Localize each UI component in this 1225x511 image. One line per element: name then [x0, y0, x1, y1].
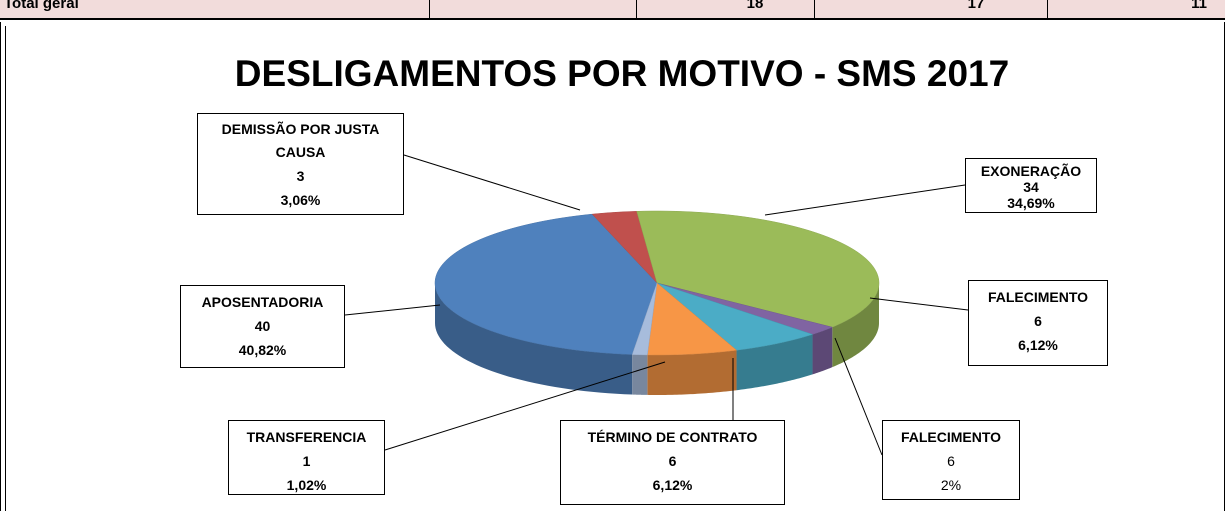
leader-line: [869, 297, 969, 311]
data-label: DEMISSÃO POR JUSTA CAUSA 3 3,06%: [197, 113, 404, 215]
pie-slice: [647, 282, 738, 356]
pie-slice: [636, 210, 880, 328]
pie-side: [647, 350, 737, 395]
cell: [430, 0, 637, 18]
cell: 11: [1191, 0, 1207, 12]
leader-line: [834, 337, 883, 456]
label-percent: 6,12%: [652, 477, 693, 493]
label-count: 1: [302, 453, 311, 469]
row-label: Total geral: [0, 0, 430, 18]
label-count: 6: [668, 453, 677, 469]
label-percent: 2%: [940, 477, 962, 493]
label-category: FALECIMENTO: [900, 429, 1002, 445]
label-count: 6: [1034, 313, 1042, 329]
label-percent: 3,06%: [280, 192, 321, 208]
chart-frame-inner: [5, 26, 1225, 511]
leader-line: [764, 184, 966, 216]
data-label: TRANSFERENCIA 1 1,02%: [228, 420, 385, 495]
pie-side: [832, 283, 879, 368]
pie-side: [812, 327, 833, 375]
pie-slice: [631, 282, 658, 356]
pie-slice: [656, 282, 814, 351]
label-count: 40: [254, 318, 271, 334]
pie-slice: [591, 211, 658, 284]
label-count: 3: [296, 168, 305, 184]
label-percent: 40,82%: [238, 342, 287, 358]
label-percent: 1,02%: [286, 477, 327, 493]
data-label: FALECIMENTO 6 2%: [882, 420, 1020, 500]
label-percent: 6,12%: [1018, 337, 1058, 353]
label-category: TRANSFERENCIA: [246, 429, 367, 445]
table-strip: Total geral 18 17 11: [0, 0, 1225, 20]
cell: 17: [815, 0, 1048, 18]
data-label: TÉRMINO DE CONTRATO 6 6,12%: [560, 420, 785, 505]
label-category: EXONERAÇÃO: [980, 163, 1082, 179]
label-percent: 34,69%: [1007, 195, 1055, 211]
pie-side: [736, 334, 813, 391]
pie-side: [435, 283, 633, 395]
chart-title: DESLIGAMENTOS POR MOTIVO - SMS 2017: [235, 53, 1009, 94]
pie-slice: [434, 213, 658, 355]
label-category: FALECIMENTO: [987, 289, 1089, 305]
pie-side: [632, 354, 648, 395]
label-category: TÉRMINO DE CONTRATO: [587, 429, 758, 445]
label-count: 34: [1023, 179, 1039, 195]
data-label: EXONERAÇÃO 34 34,69%: [965, 158, 1097, 213]
leader-line: [344, 304, 441, 316]
leader-line: [403, 154, 581, 211]
data-label: APOSENTADORIA 40 40,82%: [180, 285, 345, 368]
label-category: DEMISSÃO POR JUSTA CAUSA: [221, 121, 380, 160]
label-category: APOSENTADORIA: [201, 294, 324, 310]
cell: 18: [636, 0, 815, 18]
label-count: 6: [947, 453, 955, 469]
leader-line: [384, 361, 666, 451]
data-label: FALECIMENTO 6 6,12%: [968, 280, 1108, 366]
